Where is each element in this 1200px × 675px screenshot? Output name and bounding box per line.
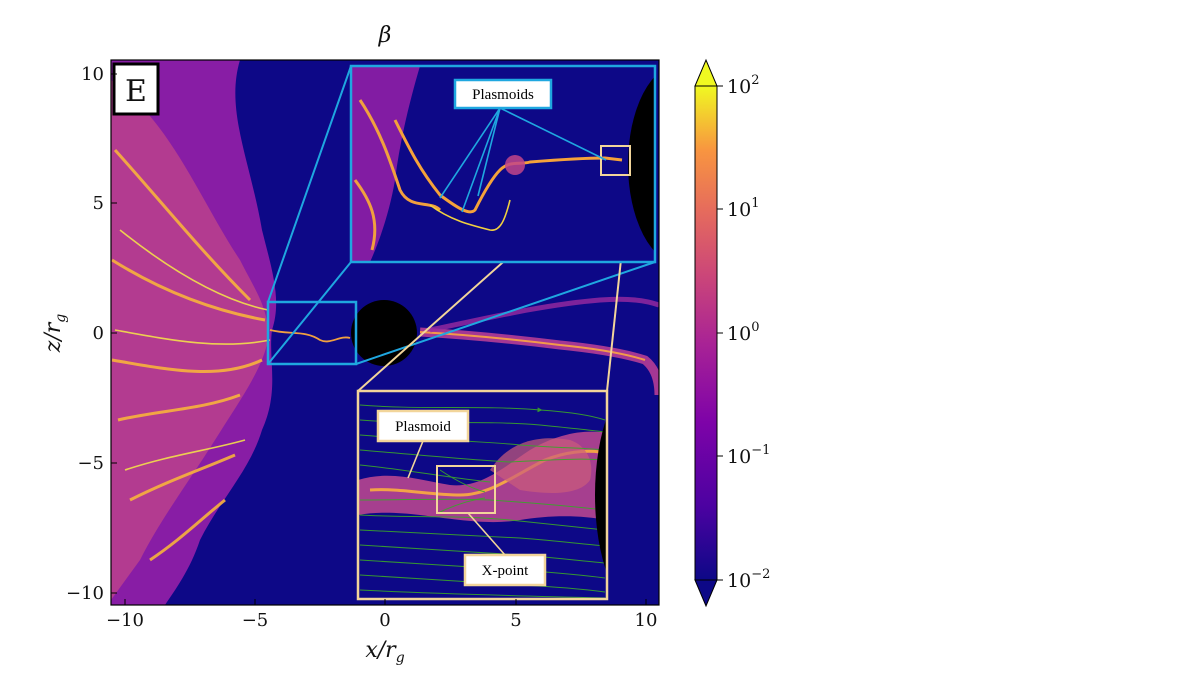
upper-right-wisp xyxy=(429,296,659,333)
x-tick-label: −5 xyxy=(242,610,269,631)
zoom-region-1-marker xyxy=(266,300,358,366)
inset-zoom-1: Plasmoids xyxy=(349,64,657,264)
xpoint-label: X-point xyxy=(482,563,529,579)
disk-inner-layer xyxy=(111,80,269,600)
x-tick-label: 10 xyxy=(635,610,658,631)
black-hole xyxy=(351,300,417,366)
plasmoids-label: Plasmoids xyxy=(472,87,534,103)
colorbar-tick-label: 100 xyxy=(727,320,759,345)
plasmoid-label: Plasmoid xyxy=(395,419,451,435)
y-tick-label: −5 xyxy=(77,453,104,474)
panel-label-box: E xyxy=(112,62,160,116)
current-sheet-right-core xyxy=(419,331,646,361)
inset-zoom-2: Plasmoid X-point xyxy=(356,389,609,601)
colorbar-tick-label: 10−2 xyxy=(727,567,770,592)
x-axis-label: x/rg xyxy=(365,638,404,666)
y-axis: 10 5 0 −5 −10 z/rg xyxy=(41,64,117,604)
colorbar-top-extension xyxy=(694,58,718,87)
current-sheet-left xyxy=(269,329,351,343)
disk-hot-streaks xyxy=(111,148,266,562)
y-tick-label: −10 xyxy=(66,583,104,604)
x-tick-label: −10 xyxy=(106,610,144,631)
figure-title: β xyxy=(378,23,392,48)
x-tick-label: 0 xyxy=(379,610,390,631)
x-axis: −10 −5 0 5 10 x/rg xyxy=(106,599,657,666)
colorbar-tick-label: 101 xyxy=(727,196,759,221)
colorbar-tick-label: 10−1 xyxy=(727,443,770,468)
colorbar-tick-label: 102 xyxy=(727,73,759,98)
colorbar-bottom-extension xyxy=(694,579,718,608)
y-axis-label: z/rg xyxy=(41,314,69,354)
disk-bright-streaks xyxy=(114,229,271,471)
y-tick-label: 0 xyxy=(93,323,104,344)
xpoint-box xyxy=(436,465,496,514)
y-tick-label: 5 xyxy=(93,193,104,214)
panel-label: E xyxy=(125,74,147,109)
colorbar-gradient xyxy=(694,85,718,581)
colorbar: 102 101 100 10−1 10−2 xyxy=(694,58,770,608)
x-tick-label: 5 xyxy=(510,610,521,631)
y-tick-label: 10 xyxy=(81,64,104,85)
